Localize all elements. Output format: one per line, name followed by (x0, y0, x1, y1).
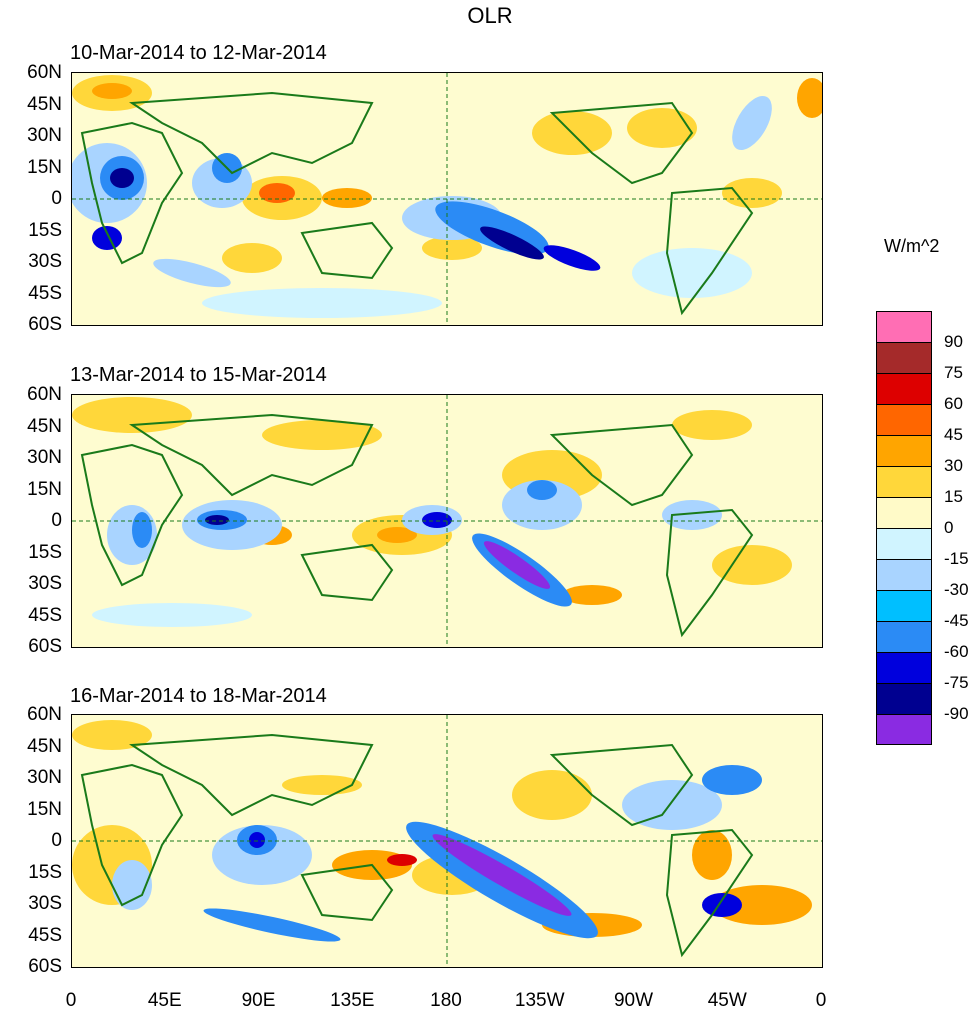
panel-3-map-svg (72, 715, 822, 967)
colorbar-label: 45 (944, 425, 963, 444)
colorbar-label: 75 (944, 363, 963, 382)
lat-label: 30N (27, 125, 62, 146)
lat-label: 15S (28, 541, 62, 563)
lat-label: 60N (27, 704, 62, 725)
colorbar-swatch (876, 683, 932, 714)
lon-label: 45E (147, 990, 182, 1011)
lat-label: 15N (27, 156, 62, 178)
lat-label: 0 (51, 830, 62, 851)
lat-label: 15S (28, 861, 62, 883)
colorbar-swatch (876, 373, 932, 404)
panel-1-map (71, 72, 823, 326)
panel-1-title: 10-Mar-2014 to 12-Mar-2014 (70, 42, 327, 64)
lat-label: 60S (28, 636, 62, 657)
colorbar-label: 60 (944, 394, 963, 413)
lat-label: 45S (28, 924, 62, 946)
panel-2-map-svg (72, 395, 822, 647)
lat-label: 0 (51, 188, 62, 209)
colorbar-swatch (876, 559, 932, 590)
lat-label: 30S (28, 893, 62, 914)
lat-label: 30S (28, 573, 62, 594)
colorbar-swatch (876, 714, 932, 745)
panel-2-map (71, 394, 823, 648)
lat-label: 45S (28, 282, 62, 304)
lat-label: 60N (27, 62, 62, 83)
colorbar-swatch (876, 342, 932, 373)
colorbar-label: -30 (944, 580, 969, 599)
lon-label: 180 (430, 990, 462, 1011)
lat-label: 30N (27, 767, 62, 788)
lon-label: 0 (65, 990, 77, 1011)
lat-label: 30S (28, 251, 62, 272)
colorbar-swatch (876, 497, 932, 528)
lat-label: 45N (27, 735, 62, 757)
colorbar-swatch (876, 311, 932, 342)
colorbar-swatch (876, 404, 932, 435)
colorbar-label: 90 (944, 332, 963, 351)
panel-3-map (71, 714, 823, 968)
colorbar-units: W/m^2 (884, 236, 940, 256)
colorbar-label: -90 (944, 704, 969, 723)
colorbar-swatch (876, 652, 932, 683)
lat-label: 15N (27, 798, 62, 820)
colorbar-swatch (876, 466, 932, 497)
lat-label: 15S (28, 219, 62, 241)
lon-label: 90W (613, 990, 654, 1011)
lat-label: 45N (27, 93, 62, 115)
lat-label: 45N (27, 415, 62, 437)
colorbar-swatch (876, 590, 932, 621)
colorbar-label: -15 (944, 549, 969, 568)
lat-label: 0 (51, 510, 62, 531)
lat-label: 45S (28, 604, 62, 626)
lon-label: 135W (514, 990, 565, 1011)
panel-3-title: 16-Mar-2014 to 18-Mar-2014 (70, 685, 327, 707)
colorbar-label: 0 (944, 518, 954, 537)
lon-label: 45W (707, 990, 747, 1011)
panel-1-map-svg (72, 73, 822, 325)
lat-label: 15N (27, 478, 62, 500)
lat-label: 30N (27, 447, 62, 468)
lon-label: 90E (241, 990, 276, 1011)
figure-title: OLR (467, 3, 513, 28)
lat-label: 60S (28, 956, 62, 977)
lon-label: 135E (330, 990, 375, 1011)
colorbar-swatch (876, 621, 932, 652)
colorbar-label: -75 (944, 673, 969, 692)
lon-label: 0 (815, 990, 827, 1011)
lat-label: 60S (28, 314, 62, 335)
lat-label: 60N (27, 384, 62, 405)
colorbar-label: -45 (944, 611, 969, 630)
colorbar (876, 311, 932, 745)
panel-2-title: 13-Mar-2014 to 15-Mar-2014 (70, 364, 327, 386)
colorbar-label: 30 (944, 456, 963, 475)
colorbar-label: -60 (944, 642, 969, 661)
colorbar-swatch (876, 435, 932, 466)
colorbar-label: 15 (944, 487, 963, 506)
colorbar-swatch (876, 528, 932, 559)
